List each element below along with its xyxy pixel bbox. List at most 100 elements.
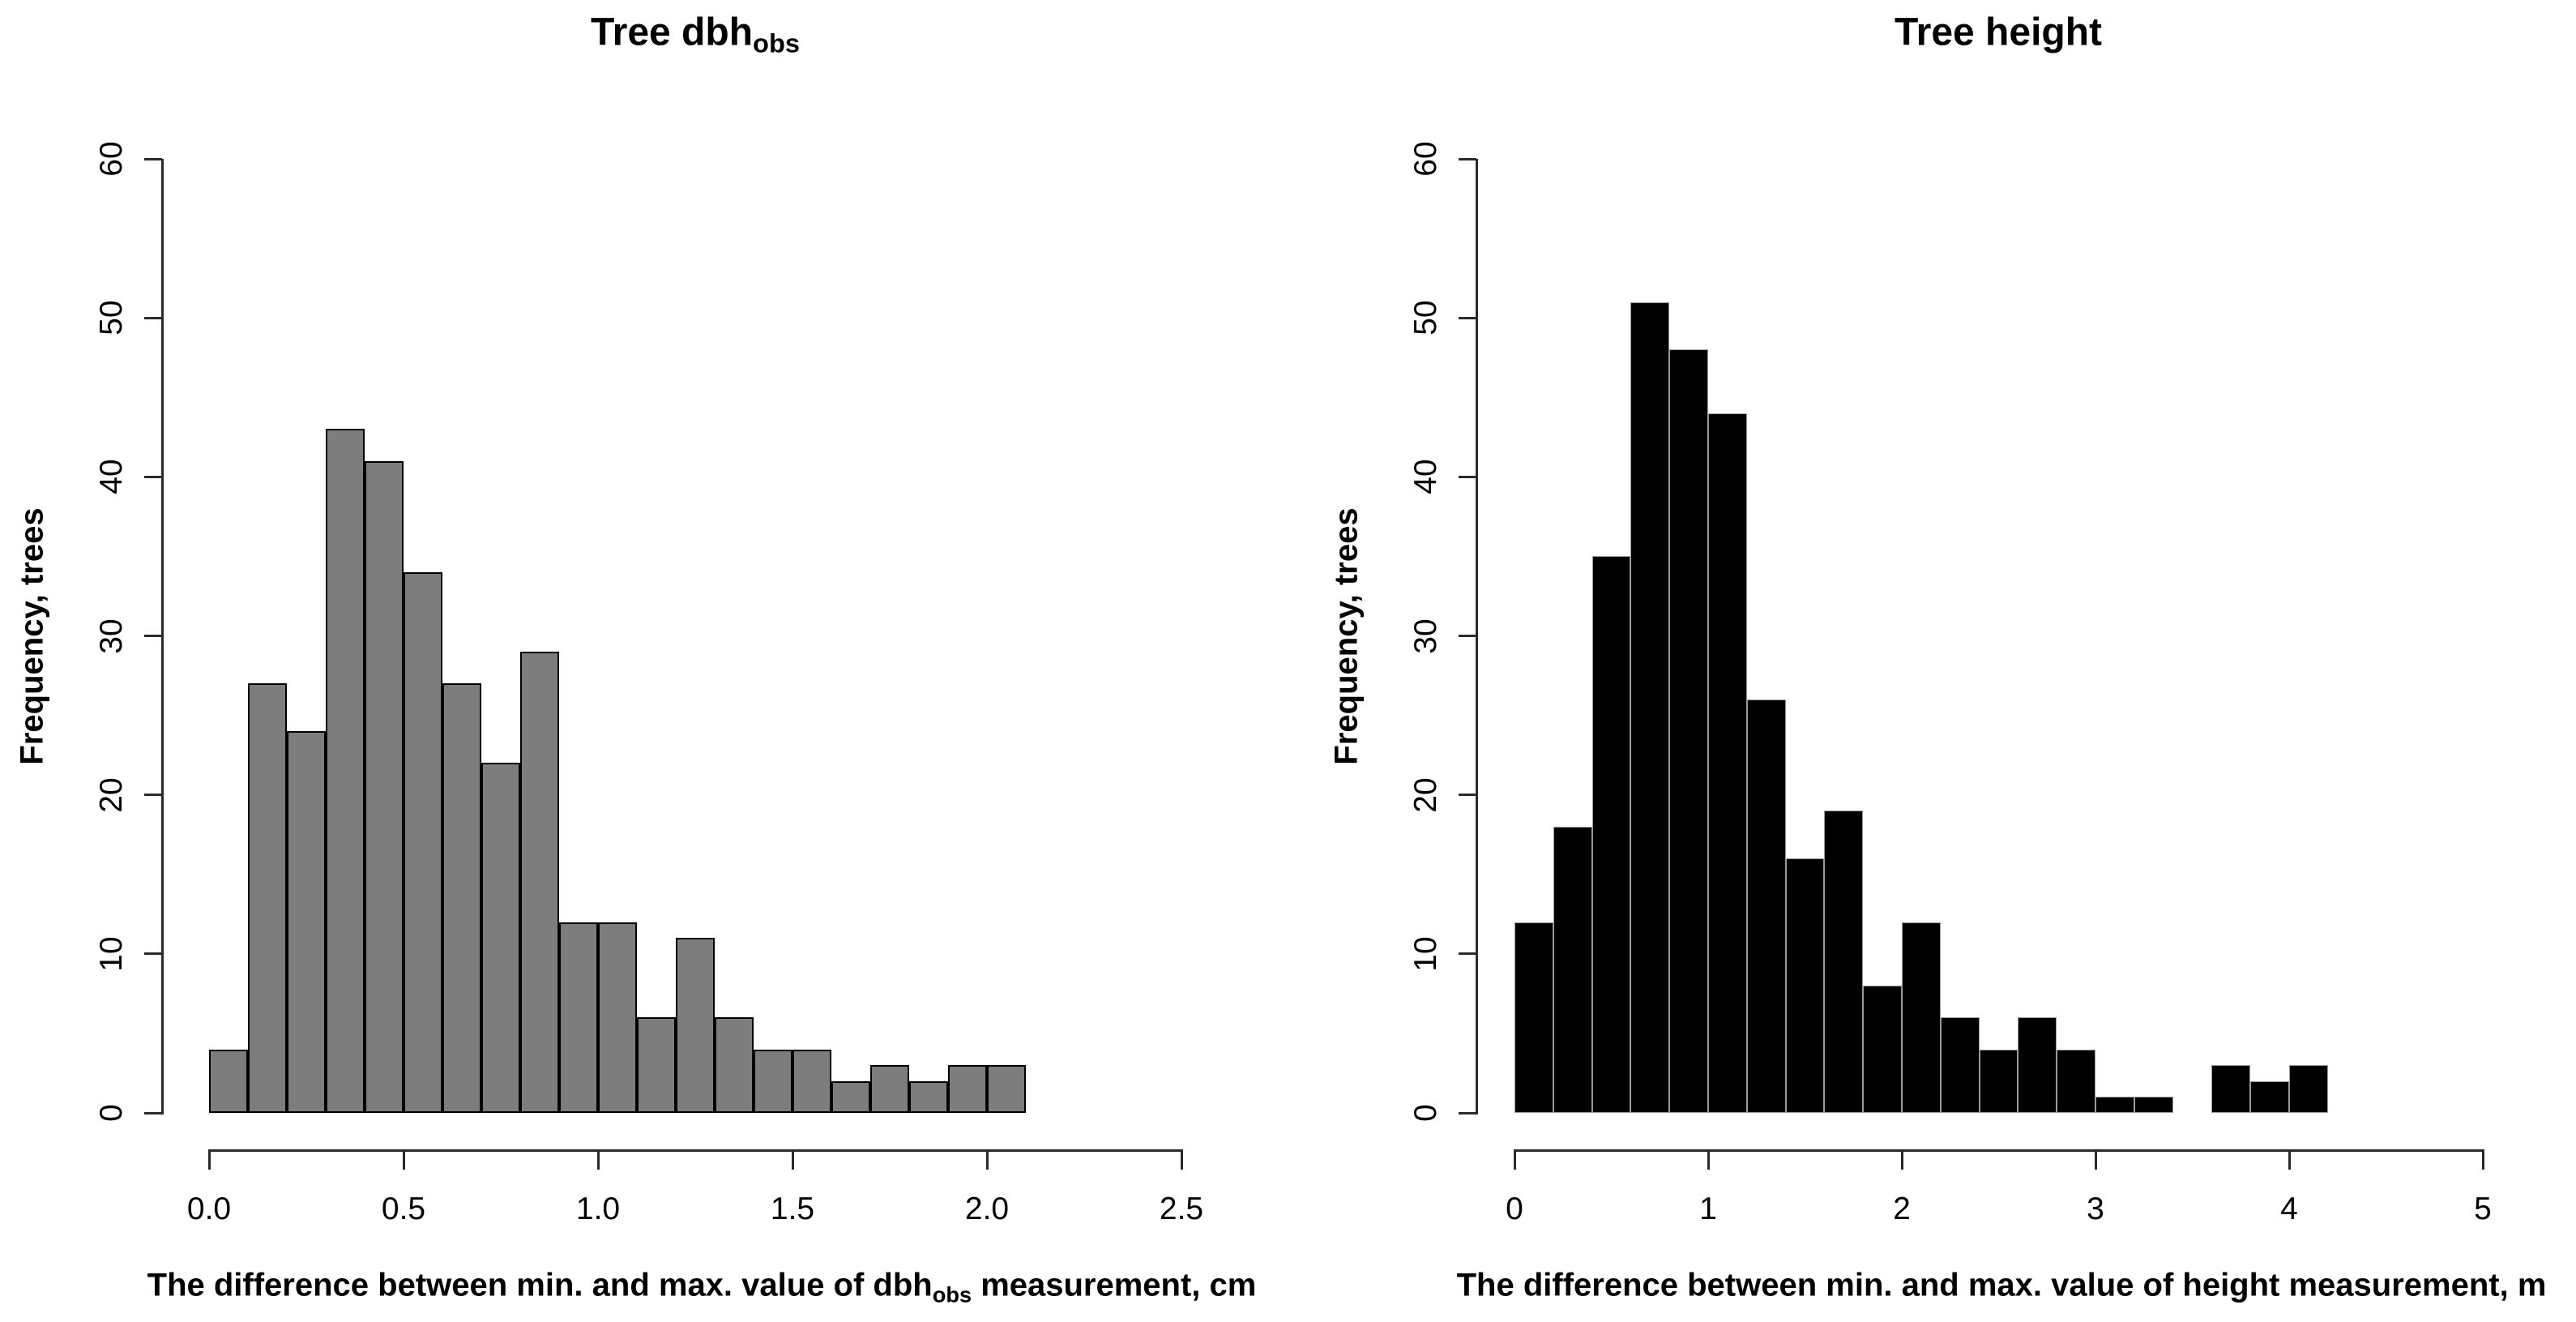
- x-axis-tick: [791, 1149, 794, 1170]
- y-axis-tick: [144, 157, 162, 160]
- histogram-bar: [1553, 826, 1592, 1113]
- y-tick-label: 40: [1408, 459, 1443, 495]
- y-axis-line: [1475, 159, 1478, 1115]
- y-axis-tick: [144, 952, 162, 956]
- y-tick-label: 0: [1408, 1104, 1443, 1122]
- histogram-bar: [2057, 1049, 2095, 1113]
- x-tick-label: 4: [2280, 1192, 2298, 1226]
- histogram-bar: [1746, 699, 1786, 1113]
- x-tick-label: 0: [1506, 1192, 1523, 1226]
- chart-title-height-text: Tree height: [1894, 11, 2103, 54]
- y-axis-tick: [1459, 635, 1476, 637]
- histogram-bar: [1630, 302, 1670, 1113]
- histogram-bar: [1863, 986, 1902, 1113]
- y-axis-label-height: Frequency, trees: [1328, 507, 1365, 765]
- histogram-bar: [1940, 1017, 1980, 1113]
- histogram-bar: [1708, 413, 1747, 1113]
- histogram-bar: [559, 922, 598, 1113]
- y-axis-tick: [144, 316, 162, 319]
- y-axis-line: [160, 159, 164, 1115]
- x-axis-tick: [2288, 1149, 2291, 1170]
- histogram-bar: [948, 1065, 987, 1113]
- x-axis-tick: [985, 1149, 989, 1170]
- histogram-bar: [326, 429, 365, 1113]
- y-axis-tick: [144, 794, 162, 797]
- chart-title-dbh: Tree dbhobs: [590, 11, 801, 58]
- y-tick-label: 20: [1408, 777, 1443, 813]
- histogram-bar: [2095, 1097, 2134, 1113]
- y-tick-label: 30: [1408, 618, 1443, 654]
- x-tick-label: 0.0: [186, 1192, 232, 1226]
- histogram-bar: [481, 763, 520, 1113]
- y-tick-label: 50: [1408, 300, 1443, 336]
- y-axis-tick: [1459, 316, 1476, 319]
- y-axis-tick: [1459, 157, 1476, 160]
- y-axis-tick: [144, 475, 162, 478]
- y-axis-tick: [144, 635, 162, 637]
- x-tick-label: 3: [2087, 1192, 2104, 1226]
- y-axis-tick: [1459, 952, 1476, 956]
- histogram-bar: [1824, 811, 1864, 1113]
- histogram-bar: [1979, 1049, 2019, 1113]
- histogram-bar: [754, 1049, 792, 1113]
- x-axis-tick: [1180, 1149, 1183, 1170]
- x-tick-label: 2: [1893, 1192, 1911, 1226]
- histogram-bar: [792, 1049, 831, 1113]
- chart-title-height: Tree height: [1895, 11, 2102, 55]
- histogram-bar: [715, 1017, 754, 1113]
- x-tick-label: 2.5: [1159, 1192, 1204, 1226]
- x-tick-label: 1: [1699, 1192, 1717, 1226]
- x-axis-tick: [207, 1149, 211, 1170]
- x-axis-tick: [1707, 1149, 1710, 1170]
- x-axis-label-dbh: The difference between min. and max. val…: [147, 1267, 1257, 1307]
- x-axis-label-dbh-pre: The difference between min. and max. val…: [147, 1267, 933, 1303]
- histogram-bar: [909, 1080, 948, 1113]
- histogram-bar: [365, 460, 404, 1113]
- histogram-bar: [2134, 1097, 2173, 1113]
- histogram-bar: [870, 1065, 909, 1113]
- x-axis-label-dbh-post: measurement, cm: [972, 1267, 1257, 1303]
- x-axis-line: [207, 1149, 1183, 1152]
- x-axis-tick: [1900, 1149, 1903, 1170]
- x-tick-label: 1.5: [770, 1192, 815, 1226]
- x-axis-tick: [1513, 1149, 1516, 1170]
- histogram-bar: [1669, 349, 1708, 1113]
- histogram-bar: [404, 572, 442, 1113]
- x-axis-label-height-pre: The difference between min. and max. val…: [1456, 1267, 2547, 1303]
- x-axis-label-dbh-subscript: obs: [932, 1281, 972, 1307]
- x-tick-label: 5: [2474, 1192, 2492, 1226]
- histogram-bar: [637, 1017, 676, 1113]
- histogram-bar: [520, 652, 559, 1113]
- histogram-bar: [598, 922, 637, 1113]
- histogram-bar: [831, 1080, 870, 1113]
- y-tick-label: 60: [1408, 141, 1443, 177]
- x-tick-label: 2.0: [964, 1192, 1010, 1226]
- histogram-bar: [676, 938, 715, 1113]
- y-tick-label: 10: [1408, 936, 1443, 972]
- histogram-bar: [1902, 922, 1941, 1113]
- x-axis-tick: [2094, 1149, 2097, 1170]
- chart-title-dbh-text: Tree dbh: [590, 11, 754, 54]
- x-axis-tick: [2481, 1149, 2484, 1170]
- histogram-bar: [2211, 1065, 2251, 1113]
- y-axis-tick: [1459, 794, 1476, 797]
- y-axis-tick: [144, 1111, 162, 1115]
- histogram-bar: [1785, 858, 1825, 1113]
- x-axis-tick: [402, 1149, 405, 1170]
- x-axis-line: [1513, 1149, 2484, 1152]
- histogram-bar: [287, 731, 326, 1113]
- y-axis-tick: [1459, 1111, 1476, 1115]
- histogram-bar: [209, 1049, 248, 1113]
- histogram-bar: [2289, 1065, 2328, 1113]
- x-axis-tick: [596, 1149, 600, 1170]
- histogram-bar: [442, 683, 481, 1113]
- y-axis-tick: [1459, 475, 1476, 478]
- histogram-bar: [2250, 1080, 2289, 1113]
- x-axis-label-height: The difference between min. and max. val…: [1457, 1268, 2547, 1304]
- histogram-bar: [248, 683, 287, 1113]
- histogram-bar: [1514, 922, 1553, 1113]
- histogram-bar: [1591, 556, 1631, 1113]
- chart-title-dbh-subscript: obs: [753, 28, 801, 58]
